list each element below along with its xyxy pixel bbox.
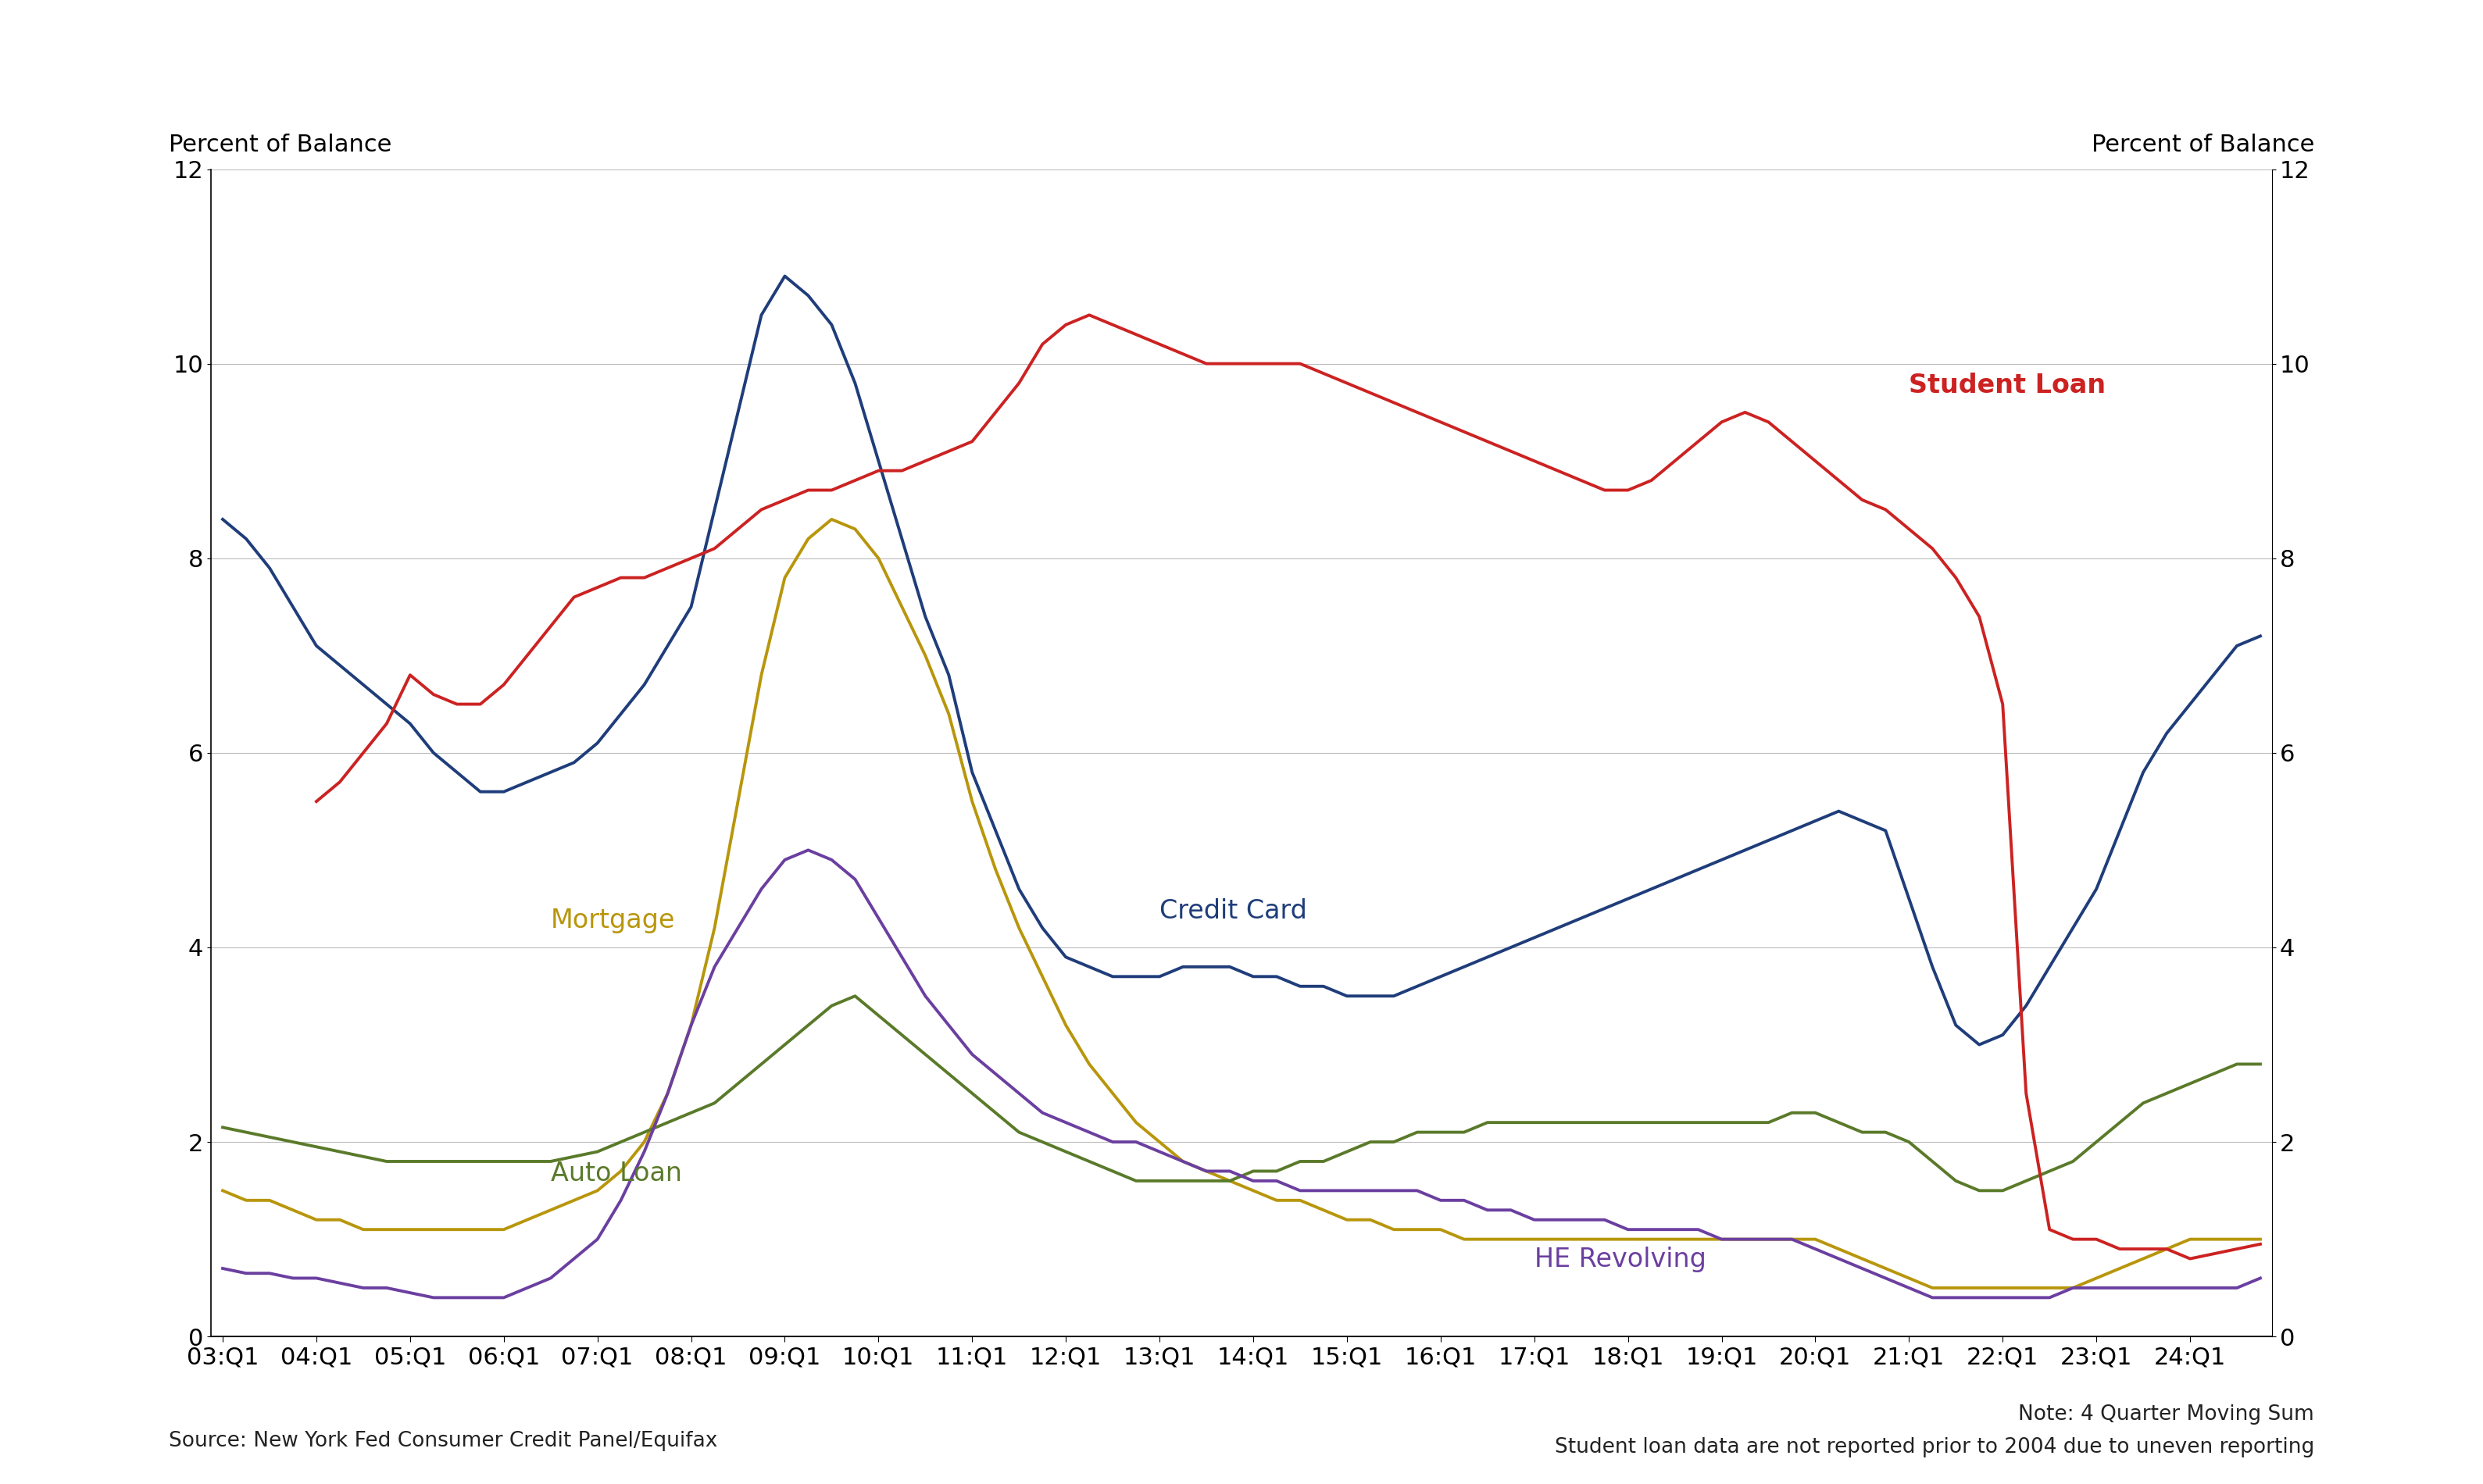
Text: Percent of Balance: Percent of Balance <box>169 134 392 156</box>
Text: Credit Card: Credit Card <box>1160 898 1306 923</box>
Text: Student loan data are not reported prior to 2004 due to uneven reporting: Student loan data are not reported prior… <box>1554 1437 2314 1457</box>
Text: Source: New York Fed Consumer Credit Panel/Equifax: Source: New York Fed Consumer Credit Pan… <box>169 1431 718 1451</box>
Text: Auto Loan: Auto Loan <box>551 1160 683 1186</box>
Text: Note: 4 Quarter Moving Sum: Note: 4 Quarter Moving Sum <box>2019 1404 2314 1425</box>
Text: HE Revolving: HE Revolving <box>1534 1247 1706 1272</box>
Text: Mortgage: Mortgage <box>551 908 675 933</box>
Text: Student Loan: Student Loan <box>1909 372 2106 398</box>
Text: Percent of Balance: Percent of Balance <box>2091 134 2314 156</box>
